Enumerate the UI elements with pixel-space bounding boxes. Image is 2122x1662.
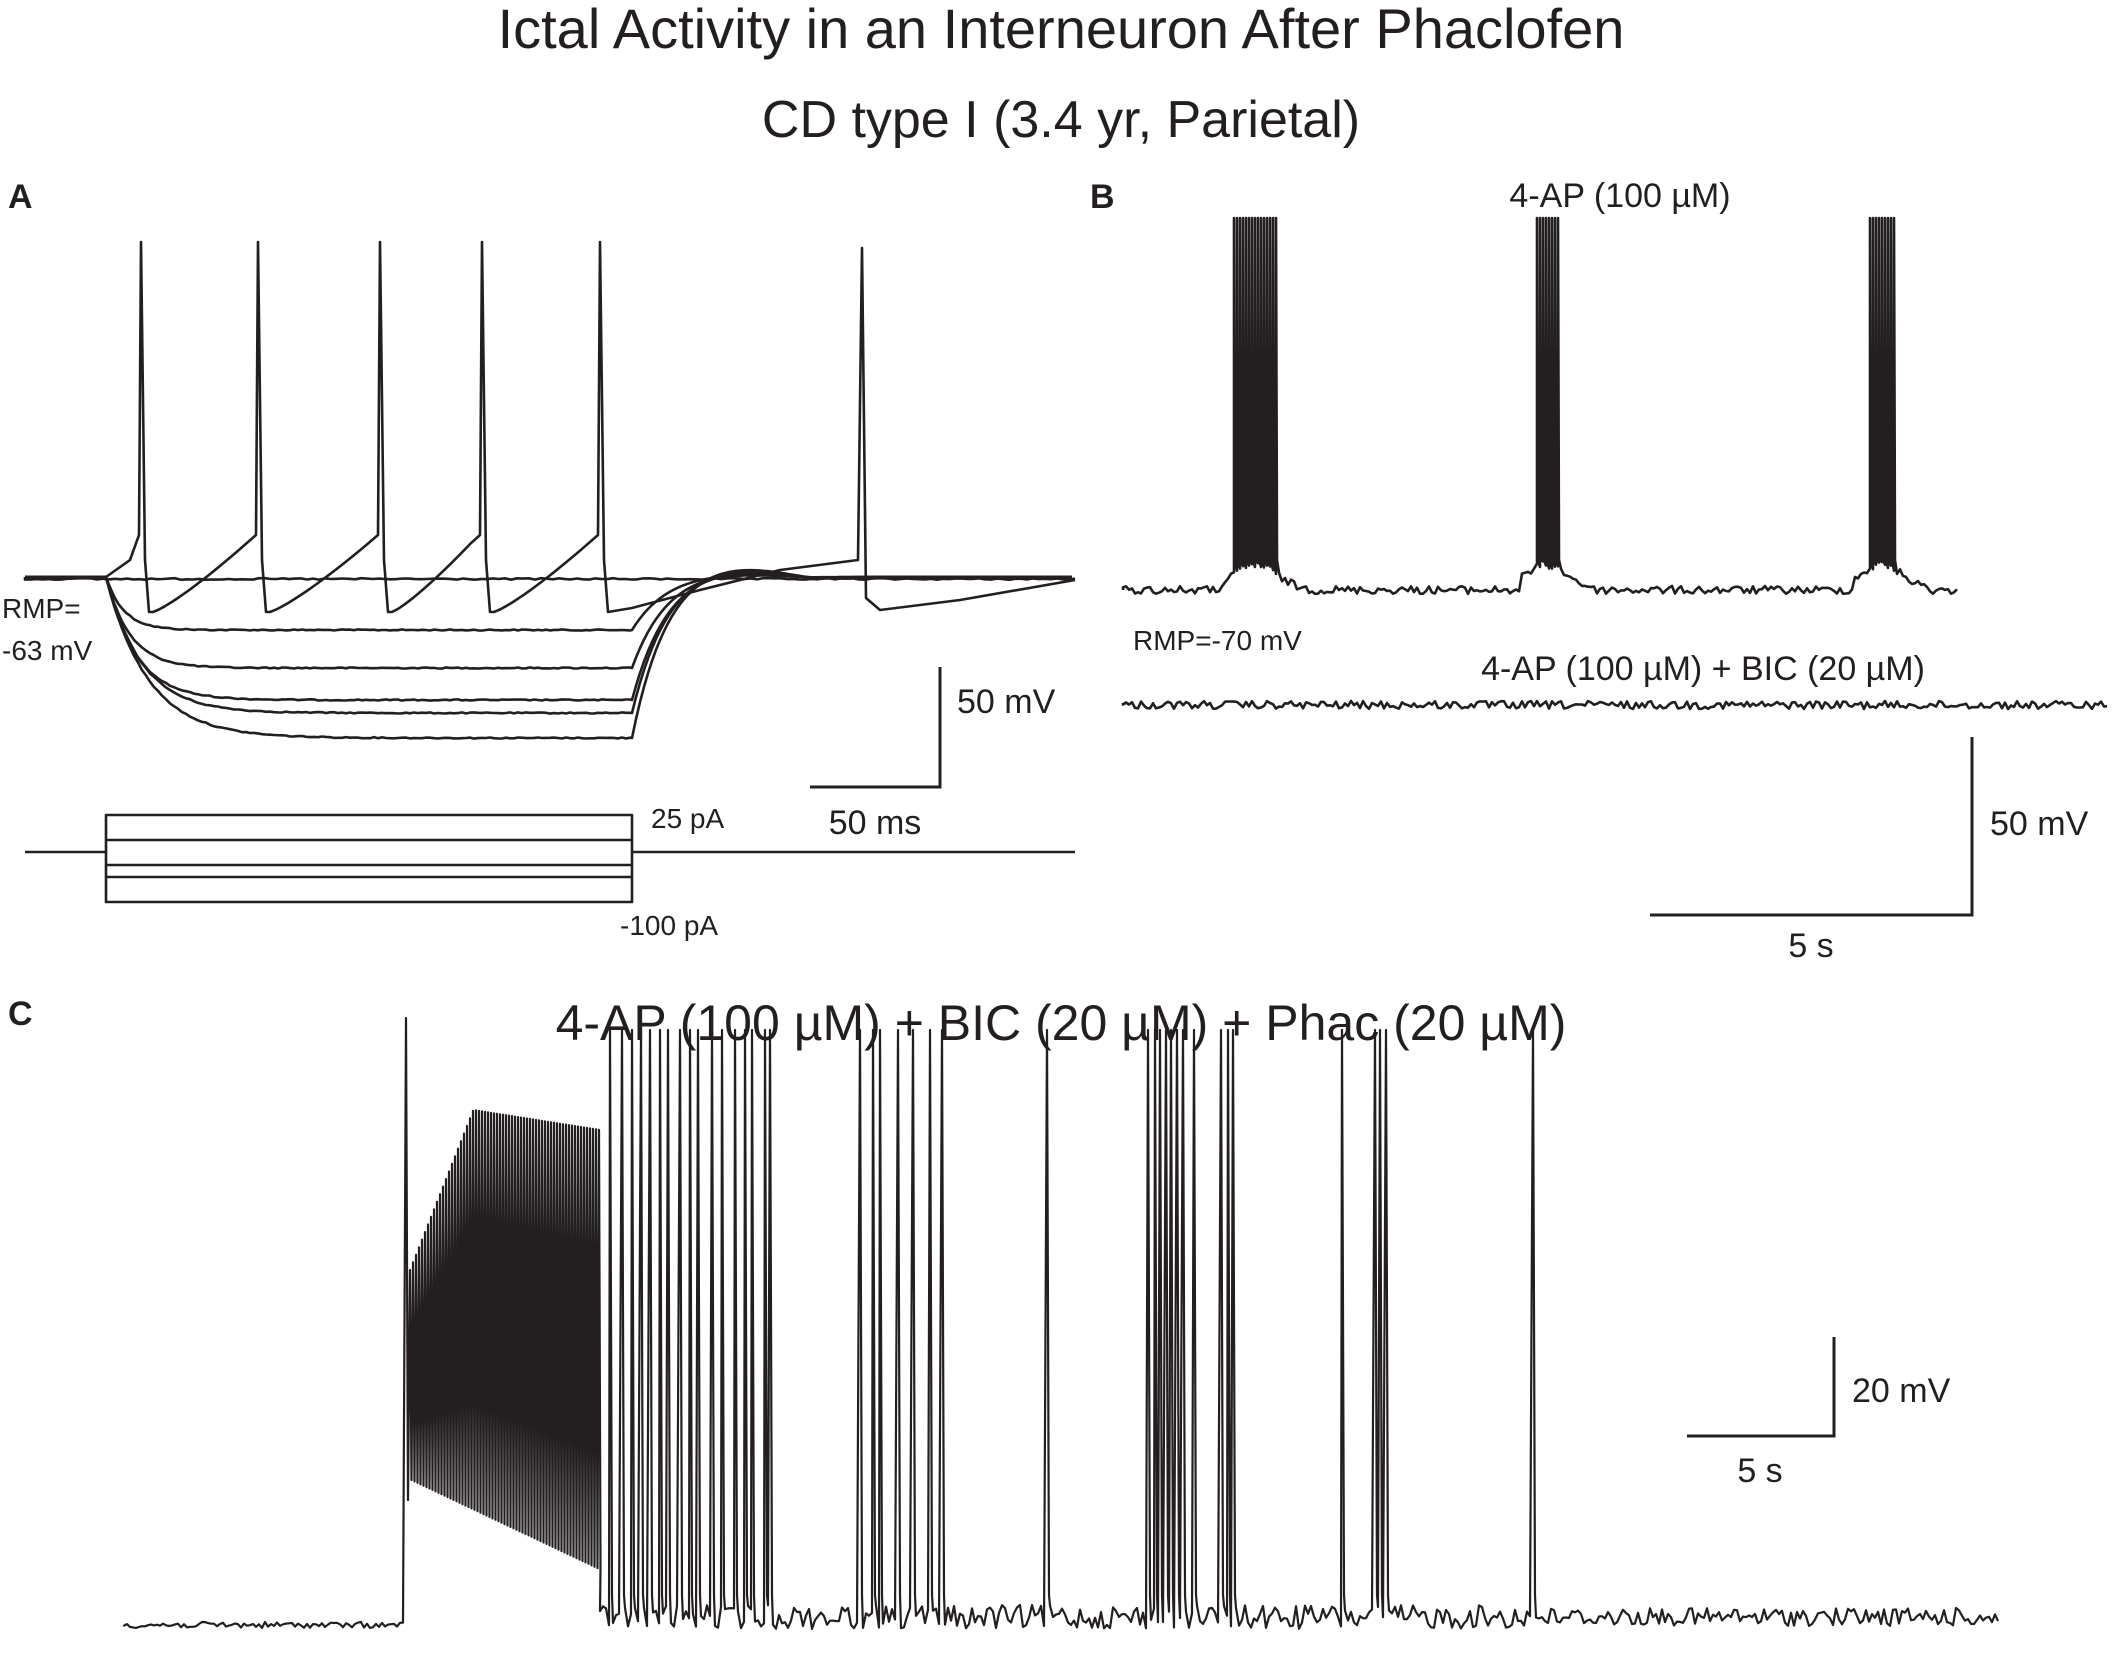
panel-a-stim-bottom-label: -100 pA — [620, 910, 718, 941]
panel-c-letter: C — [8, 995, 33, 1033]
panel-a: A RMP= -63 mV 50 mV 50 ms 25 pA -100 pA — [2, 178, 1076, 941]
panel-a-scale-bar — [810, 667, 942, 789]
panel-a-spiking-trace — [25, 240, 1076, 614]
panel-a-stimulus-protocol — [25, 813, 1075, 904]
panel-b-bottom-condition: 4-AP (100 µM) + BIC (20 µM) — [1481, 650, 1925, 688]
panel-b-scale-bar — [1650, 737, 1974, 917]
figure-subtitle: CD type I (3.4 yr, Parietal) — [762, 91, 1360, 149]
panel-c-scale-voltage: 20 mV — [1852, 1372, 1951, 1410]
panel-c: C 4-AP (100 µM) + BIC (20 µM) + Phac (20… — [8, 995, 2000, 1630]
panel-b-rmp-label: RMP=-70 mV — [1133, 625, 1302, 656]
panel-a-hyperpolarizing-trace — [25, 572, 1072, 702]
figure-title: Ictal Activity in an Interneuron After P… — [498, 0, 1625, 60]
panel-a-hyperpolarizing-trace — [25, 573, 1072, 670]
panel-a-letter: A — [8, 178, 33, 216]
panel-a-scale-time: 50 ms — [829, 804, 922, 842]
panel-a-scale-voltage: 50 mV — [957, 683, 1056, 721]
panel-c-trace — [122, 1016, 2000, 1630]
panel-b-scale-voltage: 50 mV — [1990, 805, 2089, 843]
panel-b-top-condition: 4-AP (100 µM) — [1509, 177, 1730, 215]
panel-b-scale-time: 5 s — [1788, 927, 1833, 965]
panel-a-stim-top-label: 25 pA — [651, 803, 724, 834]
panel-b: B 4-AP (100 µM) RMP=-70 mV 4-AP (100 µM)… — [1090, 177, 2108, 965]
panel-c-scale-bar — [1687, 1337, 1836, 1438]
panel-b-letter: B — [1090, 178, 1115, 216]
panel-a-hyperpolarizing-trace — [25, 570, 1072, 715]
panel-c-scale-time: 5 s — [1737, 1452, 1782, 1490]
panel-a-hyperpolarizing-trace — [25, 574, 1072, 632]
panel-a-hyperpolarizing-trace — [25, 568, 1072, 740]
panel-b-top-trace — [1121, 216, 1958, 596]
panel-a-rmp-label-line2: -63 mV — [2, 635, 93, 666]
panel-a-voltage-traces — [23, 240, 1076, 740]
panel-c-condition: 4-AP (100 µM) + BIC (20 µM) + Phac (20 µ… — [556, 995, 1567, 1051]
panel-b-bottom-trace — [1121, 699, 2108, 711]
panel-a-rmp-label-line1: RMP= — [2, 593, 81, 624]
